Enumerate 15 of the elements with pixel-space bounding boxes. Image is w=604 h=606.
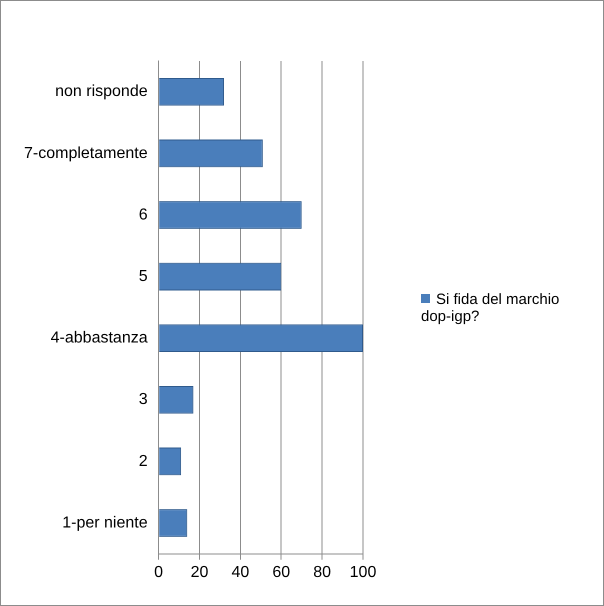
y-tick-label: 2 <box>138 452 148 470</box>
legend-label: Si fida del marchio dop-igp? <box>421 291 560 325</box>
y-tick-label: 6 <box>138 206 148 224</box>
x-tick-label: 20 <box>190 564 208 581</box>
y-tick-label: 1-per niente <box>62 514 148 532</box>
y-tick-label: 3 <box>138 391 148 408</box>
x-tick-label: 60 <box>272 564 290 581</box>
y-tick-label: 4-abbastanza <box>50 330 148 347</box>
x-tick-label: 100 <box>350 564 376 581</box>
y-tick-label: 5 <box>138 268 148 286</box>
x-tick-label: 0 <box>154 564 164 581</box>
x-tick-label: 40 <box>231 564 250 581</box>
x-tick-label: 80 <box>313 564 332 581</box>
y-tick-label: non risponde <box>55 83 148 100</box>
y-tick-label: 7-completamente <box>24 144 148 162</box>
